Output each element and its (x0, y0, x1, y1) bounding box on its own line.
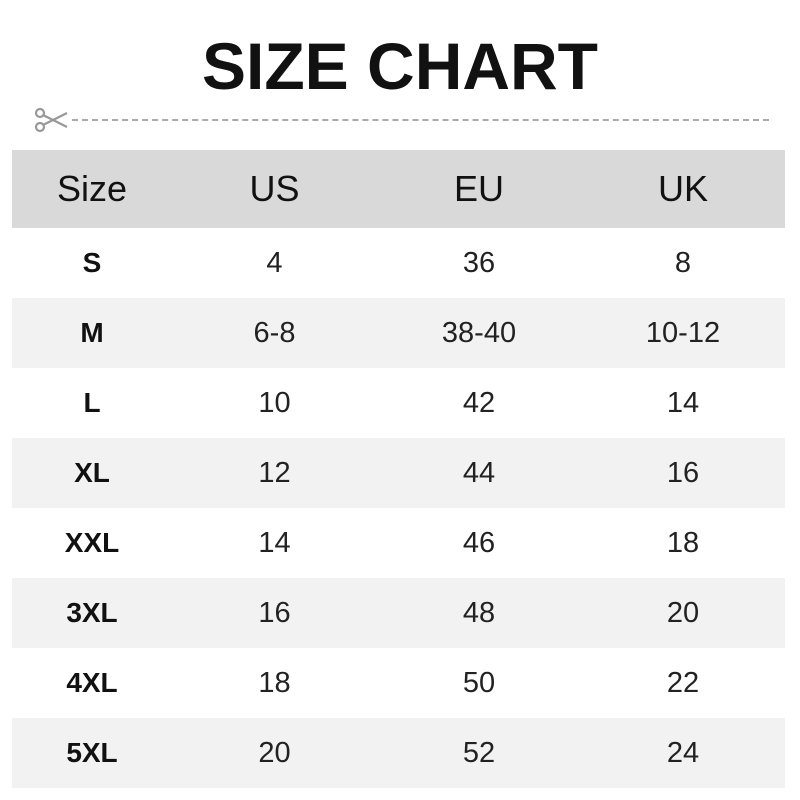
table-cell: 12 (172, 438, 377, 508)
header-row: Size US EU UK (12, 150, 785, 228)
table-cell: 50 (462, 666, 496, 699)
table-cell: 36 (462, 246, 496, 279)
table-cell: 24 (581, 718, 785, 788)
table-row: XXL 14 46 18 (12, 508, 785, 578)
table-cell: 20 (172, 718, 377, 788)
size-cell: M (12, 298, 172, 368)
size-cell: S (82, 247, 102, 278)
table-cell: 22 (666, 666, 700, 699)
table-row: L 10 42 14 (12, 368, 785, 438)
size-cell: L (83, 387, 101, 418)
table-cell: 42 (462, 386, 496, 419)
table-row: S 4 36 8 (12, 228, 785, 298)
page-title: SIZE CHART (202, 29, 598, 103)
size-cell: 3XL (12, 578, 172, 648)
table-cell: 46 (462, 526, 496, 559)
table-row: M 6-8 38-40 10-12 (12, 298, 785, 368)
table-cell: 18 (666, 526, 700, 559)
table-cell: 6-8 (172, 298, 377, 368)
table-cell: 20 (581, 578, 785, 648)
table-cell: 18 (258, 666, 291, 699)
size-cell: 4XL (66, 667, 118, 698)
size-cell: 5XL (12, 718, 172, 788)
table-cell: 14 (666, 386, 700, 419)
table-cell: 10-12 (581, 298, 785, 368)
scissors-icon (34, 107, 68, 133)
table-cell: 8 (674, 246, 692, 279)
column-header-eu: EU (377, 150, 581, 228)
table-cell: 38-40 (377, 298, 581, 368)
table-cell: 48 (377, 578, 581, 648)
table-cell: 16 (581, 438, 785, 508)
size-cell: XXL (64, 527, 120, 558)
table-row: 3XL 16 48 20 (12, 578, 785, 648)
table-row: XL 12 44 16 (12, 438, 785, 508)
column-header-us: US (172, 150, 377, 228)
dashed-line (72, 119, 769, 121)
cut-line (34, 106, 769, 134)
table-cell: 44 (377, 438, 581, 508)
table-cell: 14 (258, 526, 291, 559)
table-row: 4XL 18 50 22 (12, 648, 785, 718)
table-cell: 16 (172, 578, 377, 648)
table-row: 5XL 20 52 24 (12, 718, 785, 788)
table-cell: 52 (377, 718, 581, 788)
column-header-uk: UK (581, 150, 785, 228)
size-table: Size US EU UK S 4 36 8 M 6-8 38-40 10-12 L 10 42 14 XL 1… (12, 150, 785, 788)
size-cell: XL (12, 438, 172, 508)
table-cell: 4 (266, 246, 283, 279)
table-cell: 10 (258, 386, 291, 419)
column-header-size: Size (12, 150, 172, 228)
